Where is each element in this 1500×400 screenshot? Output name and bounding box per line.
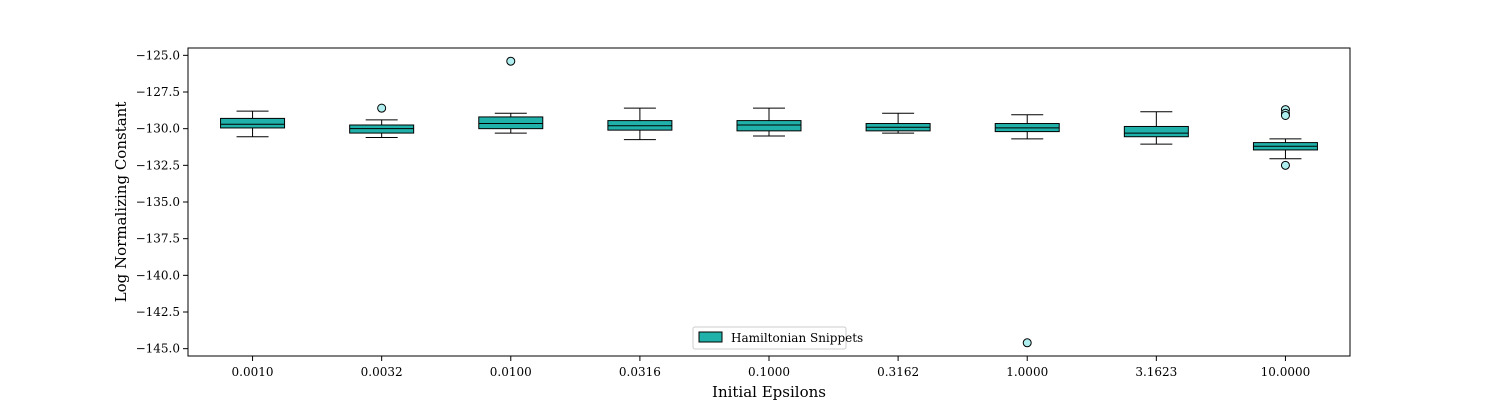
x-tick-label: 1.0000 [1006,365,1048,379]
box-group [220,110,286,138]
box [478,116,544,130]
box [736,120,802,132]
plot-area [188,48,1350,356]
box-group [349,103,415,138]
box [220,117,286,129]
box-group [994,114,1060,348]
x-tick-label: 0.1000 [748,365,790,379]
y-tick-label: −137.5 [136,232,180,246]
y-tick-label: −140.0 [136,268,180,282]
box-group [607,107,673,141]
x-tick-label: 0.0316 [619,365,661,379]
x-tick-label: 0.0010 [232,365,274,379]
outlier-point [1280,110,1290,120]
box-group [736,107,802,137]
y-tick-label: −142.5 [136,305,180,319]
box [1123,125,1189,138]
legend-swatch [698,331,723,343]
box-group [1123,111,1189,145]
outlier-point [1280,160,1290,170]
legend-frame [692,326,847,350]
legend: Hamiltonian Snippets [692,326,863,350]
x-tick-label: 0.3162 [877,365,919,379]
outlier-point [506,56,516,66]
x-tick-label: 0.0032 [361,365,403,379]
legend-label: Hamiltonian Snippets [731,331,863,345]
box-group [865,112,931,134]
y-tick-label: −130.0 [136,122,180,136]
y-tick-label: −132.5 [136,158,180,172]
box-group [478,56,544,134]
x-tick-label: 3.1623 [1135,365,1177,379]
outlier-point [1022,338,1032,348]
y-tick-label: −135.0 [136,195,180,209]
y-tick-label: −127.5 [136,85,180,99]
x-tick-label: 0.0100 [490,365,532,379]
y-tick-label: −125.0 [136,48,180,62]
box-group [1252,105,1318,170]
y-tick-label: −145.0 [136,342,180,356]
plot-frame [187,47,1351,357]
y-axis-title: Log Normalizing Constant [112,102,130,303]
x-axis-title: Initial Epsilons [712,383,826,400]
outlier-point [377,103,387,113]
x-tick-label: 10.0000 [1261,365,1311,379]
